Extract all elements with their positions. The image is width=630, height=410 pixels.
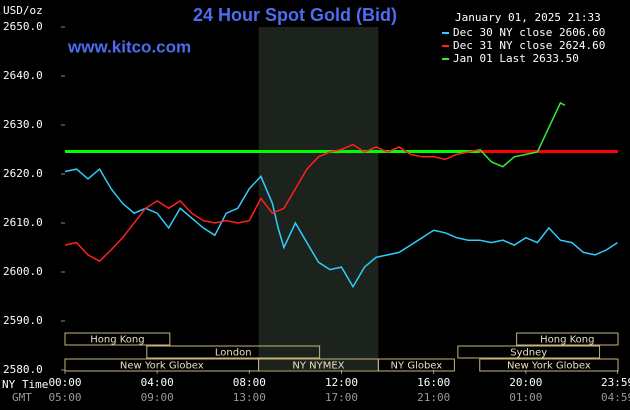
site-label: www.kitco.com xyxy=(67,37,191,56)
x-tick-label: 16:00 xyxy=(417,376,450,389)
y-tick-label: 2590.0 xyxy=(3,314,43,327)
plot-area xyxy=(64,27,618,370)
x-tick-label: 00:00 xyxy=(48,376,81,389)
session-label: NY NYMEX xyxy=(292,361,344,372)
x2-tick-label: 01:00 xyxy=(509,391,542,404)
session-label: Sydney xyxy=(510,348,547,359)
x-tick-label: 20:00 xyxy=(509,376,542,389)
x-tick-label: 08:00 xyxy=(233,376,266,389)
x2-tick-label: 04:59 xyxy=(601,391,630,404)
session-label: Hong Kong xyxy=(90,335,144,346)
session-box xyxy=(457,345,601,359)
x2-tick-label: 21:00 xyxy=(417,391,450,404)
x-row-label: NY Time xyxy=(2,378,48,391)
x2-tick-label: 17:00 xyxy=(325,391,358,404)
y-tick-label: 2610.0 xyxy=(3,216,43,229)
series-line xyxy=(64,167,618,289)
y-axis-label: USD/oz xyxy=(3,4,43,17)
legend-label: Dec 31 NY close 2624.60 xyxy=(453,39,605,52)
session-label: London xyxy=(215,348,252,359)
chart-title: 24 Hour Spot Gold (Bid) xyxy=(193,5,397,25)
y-tick-label: 2620.0 xyxy=(3,167,43,180)
session-label: Hong Kong xyxy=(540,335,594,346)
legend-label: Dec 30 NY close 2606.60 xyxy=(453,26,605,39)
y-tick-label: 2580.0 xyxy=(3,363,43,376)
x-tick-label: 12:00 xyxy=(325,376,358,389)
y-tick-label: 2650.0 xyxy=(3,20,43,33)
x-tick-label: 04:00 xyxy=(141,376,174,389)
y-tick-label: 2630.0 xyxy=(3,118,43,131)
session-label: New York Globex xyxy=(507,361,591,372)
x2-tick-label: 09:00 xyxy=(141,391,174,404)
session-box xyxy=(146,345,321,359)
x-tick-label: 23:59 xyxy=(601,376,630,389)
x2-tick-label: 13:00 xyxy=(233,391,266,404)
session-box xyxy=(479,358,619,372)
timestamp: January 01, 2025 21:33 xyxy=(455,11,601,24)
x2-row-label: GMT xyxy=(12,391,32,404)
x2-tick-label: 05:00 xyxy=(48,391,81,404)
session-box xyxy=(377,358,455,372)
nymex-shade xyxy=(258,27,379,370)
legend-label: Jan 01 Last 2633.50 xyxy=(453,52,579,65)
session-box xyxy=(516,332,619,346)
series-line xyxy=(64,143,480,263)
y-tick-label: 2600.0 xyxy=(3,265,43,278)
series-line xyxy=(479,101,566,168)
session-label: NY Globex xyxy=(391,361,443,372)
y-tick-label: 2640.0 xyxy=(3,69,43,82)
session-box xyxy=(64,332,171,346)
session-label: New York Globex xyxy=(120,361,204,372)
